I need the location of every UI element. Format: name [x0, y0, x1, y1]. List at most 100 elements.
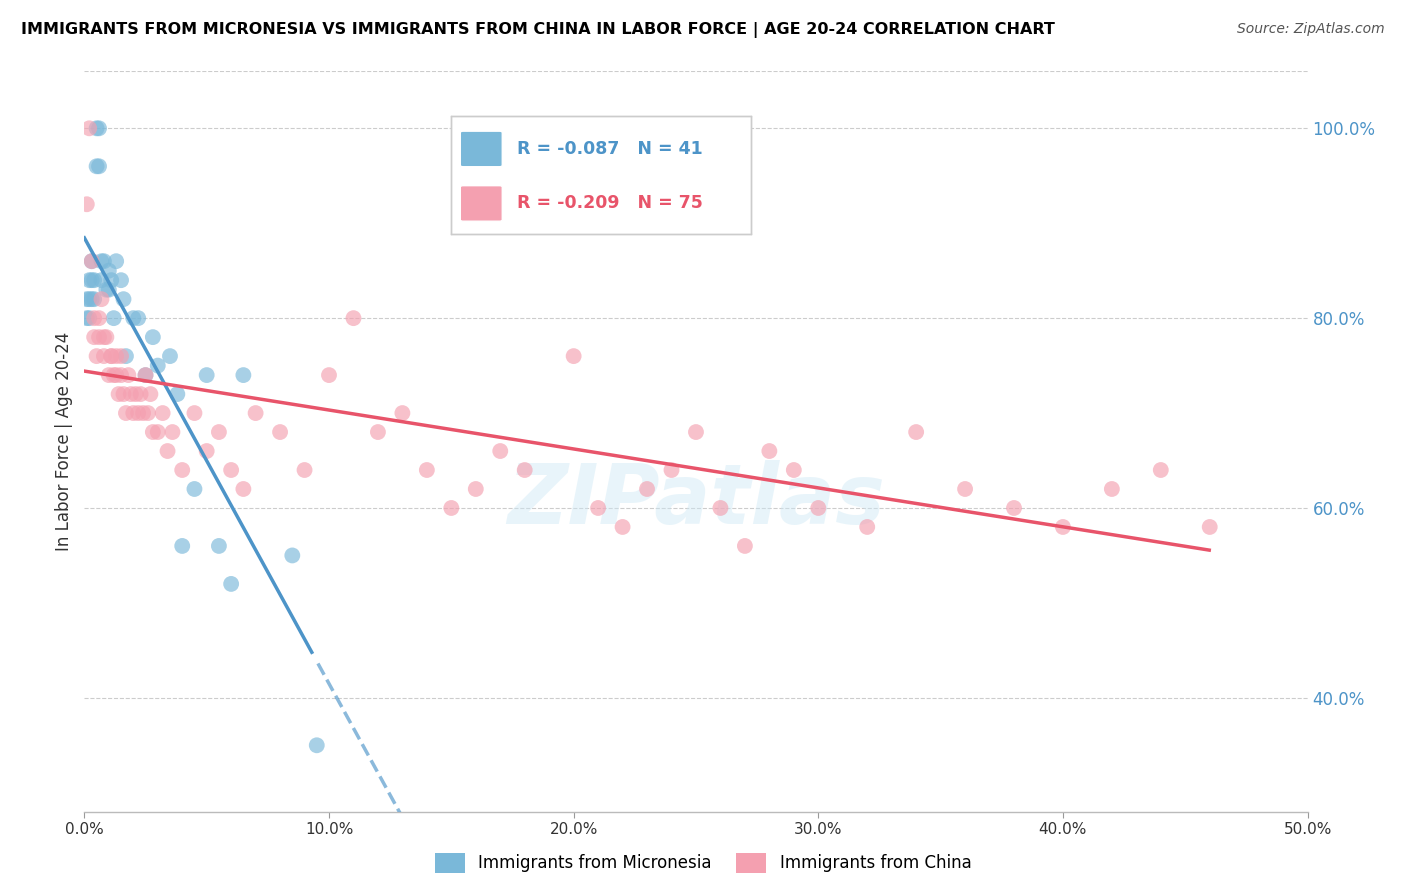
Point	[93, 254, 115, 268]
Point	[120, 387, 142, 401]
Point	[294, 463, 316, 477]
Point	[83, 292, 105, 306]
Point	[709, 500, 731, 515]
Point	[135, 368, 157, 383]
Point	[90, 254, 112, 268]
Point	[96, 283, 118, 297]
Point	[208, 425, 231, 439]
Point	[100, 273, 122, 287]
Point	[97, 283, 120, 297]
Point	[219, 463, 242, 477]
Point	[86, 349, 108, 363]
Point	[90, 273, 112, 287]
Point	[305, 739, 328, 753]
Point	[367, 425, 389, 439]
Point	[416, 463, 439, 477]
Point	[464, 482, 486, 496]
Point	[77, 121, 100, 136]
Legend: Immigrants from Micronesia, Immigrants from China: Immigrants from Micronesia, Immigrants f…	[427, 847, 979, 880]
Point	[734, 539, 756, 553]
Point	[142, 425, 165, 439]
Point	[97, 368, 120, 383]
Point	[661, 463, 683, 477]
Point	[87, 311, 110, 326]
Point	[636, 482, 658, 496]
Point	[122, 406, 145, 420]
Point	[127, 311, 149, 326]
Point	[80, 273, 103, 287]
Point	[183, 482, 205, 496]
Point	[139, 387, 162, 401]
Point	[586, 500, 609, 515]
Point	[245, 406, 267, 420]
Point	[1101, 482, 1123, 496]
Point	[135, 368, 157, 383]
Point	[152, 406, 174, 420]
Point	[80, 254, 103, 268]
Point	[117, 368, 139, 383]
Point	[105, 349, 128, 363]
Point	[115, 406, 138, 420]
Point	[112, 292, 135, 306]
Point	[142, 330, 165, 344]
Text: Source: ZipAtlas.com: Source: ZipAtlas.com	[1237, 22, 1385, 37]
Point	[97, 263, 120, 277]
Point	[440, 500, 463, 515]
Point	[1052, 520, 1074, 534]
Point	[76, 197, 98, 211]
Point	[195, 368, 218, 383]
Point	[129, 387, 152, 401]
Point	[87, 330, 110, 344]
Point	[612, 520, 634, 534]
Point	[100, 349, 122, 363]
Point	[110, 368, 132, 383]
Point	[166, 387, 188, 401]
Point	[162, 425, 184, 439]
Point	[219, 577, 242, 591]
Point	[127, 406, 149, 420]
Point	[156, 444, 179, 458]
Point	[1002, 500, 1025, 515]
Point	[77, 292, 100, 306]
Point	[93, 330, 115, 344]
Point	[86, 121, 108, 136]
Point	[232, 482, 254, 496]
Point	[159, 349, 181, 363]
Point	[758, 444, 780, 458]
Y-axis label: In Labor Force | Age 20-24: In Labor Force | Age 20-24	[55, 332, 73, 551]
Point	[105, 254, 128, 268]
Point	[172, 539, 194, 553]
Point	[685, 425, 707, 439]
Point	[232, 368, 254, 383]
Point	[208, 539, 231, 553]
Point	[905, 425, 928, 439]
Point	[90, 292, 112, 306]
Point	[83, 311, 105, 326]
Point	[1150, 463, 1173, 477]
Point	[77, 311, 100, 326]
Point	[80, 254, 103, 268]
Point	[87, 159, 110, 173]
Point	[856, 520, 879, 534]
Point	[86, 159, 108, 173]
Point	[391, 406, 413, 420]
Point	[93, 349, 115, 363]
Point	[83, 330, 105, 344]
Point	[80, 292, 103, 306]
Point	[1198, 520, 1220, 534]
Point	[172, 463, 194, 477]
Point	[110, 349, 132, 363]
Point	[103, 311, 125, 326]
Point	[77, 273, 100, 287]
Point	[953, 482, 976, 496]
Point	[281, 549, 304, 563]
Text: IMMIGRANTS FROM MICRONESIA VS IMMIGRANTS FROM CHINA IN LABOR FORCE | AGE 20-24 C: IMMIGRANTS FROM MICRONESIA VS IMMIGRANTS…	[21, 22, 1054, 38]
Point	[115, 349, 138, 363]
Point	[103, 368, 125, 383]
Point	[183, 406, 205, 420]
Text: ZIPatlas: ZIPatlas	[508, 460, 884, 541]
Point	[107, 387, 129, 401]
Point	[489, 444, 512, 458]
Point	[132, 406, 155, 420]
Point	[125, 387, 148, 401]
